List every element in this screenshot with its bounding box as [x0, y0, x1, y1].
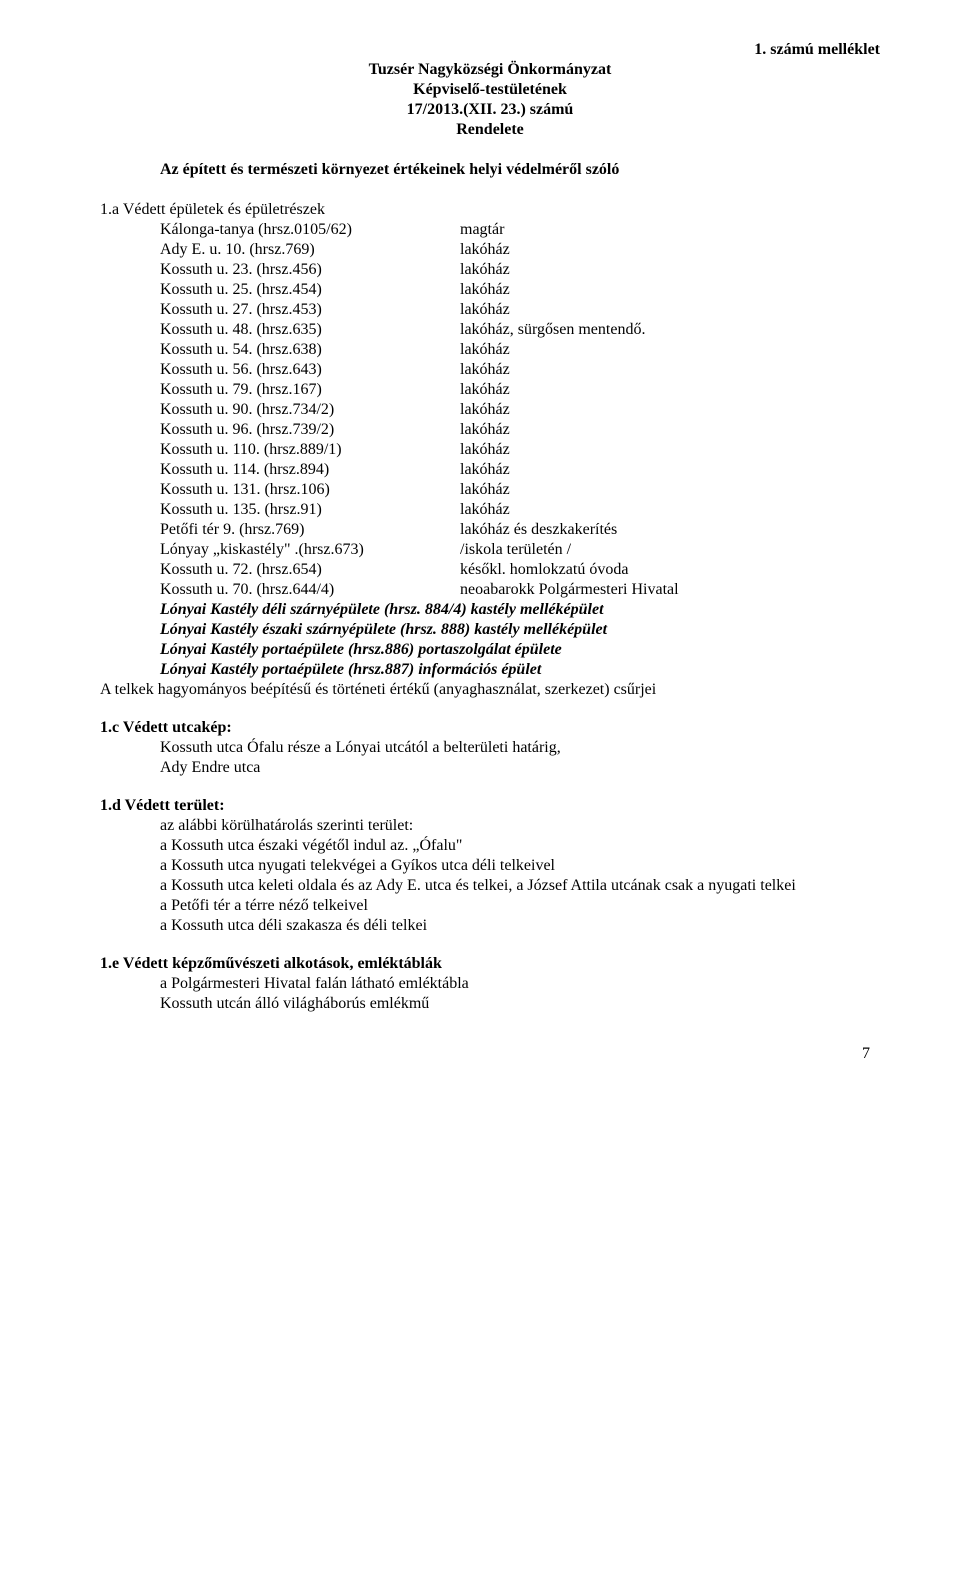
list-row-left: Kossuth u. 72. (hrsz.654)	[160, 560, 460, 580]
bold-italic-line: Lónyai Kastély portaépülete (hrsz.887) i…	[160, 660, 880, 680]
list-row-right: lakóház	[460, 480, 880, 500]
section-1d-body: az alábbi körülhatárolás szerinti terüle…	[160, 816, 880, 936]
section-1c-line: Kossuth utca Ófalu része a Lónyai utcátó…	[160, 738, 880, 758]
section-1d-line: az alábbi körülhatárolás szerinti terüle…	[160, 816, 880, 836]
list-row-right: lakóház	[460, 240, 880, 260]
section-1a-tail: A telkek hagyományos beépítésű és történ…	[100, 680, 880, 700]
list-row: Kossuth u. 48. (hrsz.635)lakóház, sürgős…	[160, 320, 880, 340]
list-row-left: Kossuth u. 96. (hrsz.739/2)	[160, 420, 460, 440]
list-row-right: magtár	[460, 220, 880, 240]
list-row-left: Kossuth u. 48. (hrsz.635)	[160, 320, 460, 340]
section-1d-line: a Petőfi tér a térre néző telkeivel	[160, 896, 880, 916]
list-row: Kossuth u. 27. (hrsz.453)lakóház	[160, 300, 880, 320]
bold-italic-line: Lónyai Kastély déli szárnyépülete (hrsz.…	[160, 600, 880, 620]
list-row-left: Ady E. u. 10. (hrsz.769)	[160, 240, 460, 260]
bold-italic-line: Lónyai Kastély északi szárnyépülete (hrs…	[160, 620, 880, 640]
section-1a-bold-list: Lónyai Kastély déli szárnyépülete (hrsz.…	[160, 600, 880, 680]
list-row-right: lakóház	[460, 440, 880, 460]
section-1c-body: Kossuth utca Ófalu része a Lónyai utcátó…	[160, 738, 880, 778]
header-number: 17/2013.(XII. 23.) számú	[100, 100, 880, 120]
list-row-left: Kossuth u. 135. (hrsz.91)	[160, 500, 460, 520]
list-row-right: neoabarokk Polgármesteri Hivatal	[460, 580, 880, 600]
list-row-right: lakóház	[460, 360, 880, 380]
list-row-left: Lónyay „kiskastély" .(hrsz.673)	[160, 540, 460, 560]
list-row-right: /iskola területén /	[460, 540, 880, 560]
section-1e-body: a Polgármesteri Hivatal falán látható em…	[160, 974, 880, 1014]
list-row-left: Kossuth u. 70. (hrsz.644/4)	[160, 580, 460, 600]
list-row-left: Kossuth u. 56. (hrsz.643)	[160, 360, 460, 380]
list-row-right: lakóház	[460, 300, 880, 320]
page-number: 7	[100, 1044, 880, 1064]
list-row: Kossuth u. 110. (hrsz.889/1)lakóház	[160, 440, 880, 460]
list-row: Kossuth u. 54. (hrsz.638)lakóház	[160, 340, 880, 360]
list-row: Kossuth u. 70. (hrsz.644/4)neoabarokk Po…	[160, 580, 880, 600]
list-row: Kossuth u. 23. (hrsz.456)lakóház	[160, 260, 880, 280]
section-1c-title: 1.c Védett utcakép:	[100, 718, 880, 738]
list-row: Kossuth u. 131. (hrsz.106)lakóház	[160, 480, 880, 500]
list-row: Kossuth u. 114. (hrsz.894)lakóház	[160, 460, 880, 480]
section-1d-line: a Kossuth utca nyugati telekvégei a Gyík…	[160, 856, 880, 876]
header-body: Képviselő-testületének	[100, 80, 880, 100]
annex-label: 1. számú melléklet	[100, 40, 880, 60]
list-row-left: Kossuth u. 54. (hrsz.638)	[160, 340, 460, 360]
bold-italic-line: Lónyai Kastély portaépülete (hrsz.886) p…	[160, 640, 880, 660]
list-row-right: lakóház	[460, 400, 880, 420]
list-row: Kossuth u. 72. (hrsz.654)későkl. homlokz…	[160, 560, 880, 580]
section-1d-line: a Kossuth utca déli szakasza és déli tel…	[160, 916, 880, 936]
section-1e-title: 1.e Védett képzőművészeti alkotások, eml…	[100, 954, 880, 974]
list-row: Ady E. u. 10. (hrsz.769)lakóház	[160, 240, 880, 260]
list-row: Kossuth u. 25. (hrsz.454)lakóház	[160, 280, 880, 300]
section-1e-line: a Polgármesteri Hivatal falán látható em…	[160, 974, 880, 994]
list-row: Petőfi tér 9. (hrsz.769)lakóház és deszk…	[160, 520, 880, 540]
list-row-left: Kossuth u. 114. (hrsz.894)	[160, 460, 460, 480]
list-row: Kossuth u. 90. (hrsz.734/2)lakóház	[160, 400, 880, 420]
list-row-left: Kossuth u. 79. (hrsz.167)	[160, 380, 460, 400]
list-row-right: lakóház	[460, 260, 880, 280]
list-row-right: lakóház	[460, 280, 880, 300]
list-row-right: lakóház, sürgősen mentendő.	[460, 320, 880, 340]
section-1e-line: Kossuth utcán álló világháborús emlékmű	[160, 994, 880, 1014]
list-row-left: Kossuth u. 27. (hrsz.453)	[160, 300, 460, 320]
list-row-right: lakóház	[460, 500, 880, 520]
section-1a-list: Kálonga-tanya (hrsz.0105/62)magtárAdy E.…	[160, 220, 880, 600]
section-1d-line: a Kossuth utca északi végétől indul az. …	[160, 836, 880, 856]
section-1d-title: 1.d Védett terület:	[100, 796, 880, 816]
list-row: Kálonga-tanya (hrsz.0105/62)magtár	[160, 220, 880, 240]
section-1c-line: Ady Endre utca	[160, 758, 880, 778]
header-type: Rendelete	[100, 120, 880, 140]
list-row-right: lakóház	[460, 460, 880, 480]
list-row-left: Kossuth u. 131. (hrsz.106)	[160, 480, 460, 500]
list-row: Kossuth u. 79. (hrsz.167)lakóház	[160, 380, 880, 400]
list-row-right: lakóház és deszkakerítés	[460, 520, 880, 540]
list-row-left: Kossuth u. 90. (hrsz.734/2)	[160, 400, 460, 420]
list-row-right: lakóház	[460, 340, 880, 360]
list-row-left: Kossuth u. 110. (hrsz.889/1)	[160, 440, 460, 460]
list-row-left: Kossuth u. 25. (hrsz.454)	[160, 280, 460, 300]
list-row-left: Kálonga-tanya (hrsz.0105/62)	[160, 220, 460, 240]
section-1d-line: a Kossuth utca keleti oldala és az Ady E…	[160, 876, 880, 896]
header-org: Tuzsér Nagyközségi Önkormányzat	[100, 60, 880, 80]
list-row-right: lakóház	[460, 380, 880, 400]
document-subtitle: Az épített és természeti környezet érték…	[160, 160, 880, 180]
list-row: Kossuth u. 96. (hrsz.739/2)lakóház	[160, 420, 880, 440]
list-row-right: lakóház	[460, 420, 880, 440]
list-row: Kossuth u. 56. (hrsz.643)lakóház	[160, 360, 880, 380]
list-row-left: Kossuth u. 23. (hrsz.456)	[160, 260, 460, 280]
list-row-left: Petőfi tér 9. (hrsz.769)	[160, 520, 460, 540]
list-row: Kossuth u. 135. (hrsz.91)lakóház	[160, 500, 880, 520]
list-row-right: későkl. homlokzatú óvoda	[460, 560, 880, 580]
list-row: Lónyay „kiskastély" .(hrsz.673)/iskola t…	[160, 540, 880, 560]
section-1a-title: 1.a Védett épületek és épületrészek	[100, 200, 880, 220]
